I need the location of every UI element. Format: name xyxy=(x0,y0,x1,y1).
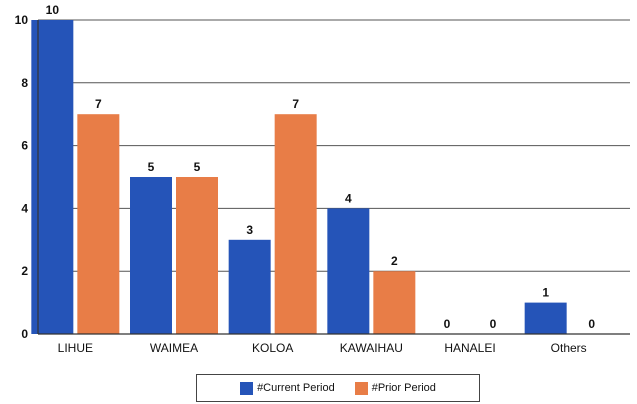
x-category-label: HANALEI xyxy=(444,341,495,355)
legend-label-current: #Current Period xyxy=(257,382,335,394)
bar-current-waimea xyxy=(130,177,172,334)
bar-prior-koloa xyxy=(274,114,317,334)
legend-item-current: #Current Period xyxy=(240,381,335,395)
x-category-label: KAWAIHAU xyxy=(340,341,403,355)
y-axis-ticks: 0 2 4 6 8 10 xyxy=(15,13,29,341)
legend-swatch-prior xyxy=(354,381,368,395)
y-tick-label: 4 xyxy=(21,201,28,215)
data-label: 3 xyxy=(246,223,253,237)
data-label: 7 xyxy=(292,97,299,111)
bar-current-kawaihau xyxy=(327,208,370,334)
data-label: 1 xyxy=(542,286,549,300)
data-label: 5 xyxy=(194,160,201,174)
bar-prior-kawaihau xyxy=(373,271,416,334)
y-tick-label: 10 xyxy=(15,13,29,27)
data-label: 7 xyxy=(95,97,102,111)
data-label: 0 xyxy=(444,317,451,331)
data-label: 5 xyxy=(148,160,155,174)
bar-prior-lihue xyxy=(77,114,120,334)
legend-label-prior: #Prior Period xyxy=(371,382,436,394)
category-labels: LIHUE WAIMEA KOLOA KAWAIHAU HANALEI Others xyxy=(58,341,587,355)
x-category-label: KOLOA xyxy=(252,341,293,355)
y-tick-label: 6 xyxy=(21,139,28,153)
bars xyxy=(31,20,567,334)
data-label: 0 xyxy=(588,317,595,331)
data-label: 0 xyxy=(490,317,497,331)
x-category-label: LIHUE xyxy=(58,341,93,355)
x-category-label: WAIMEA xyxy=(150,341,198,355)
data-label: 4 xyxy=(345,191,352,205)
bar-current-others xyxy=(524,302,567,334)
y-tick-label: 8 xyxy=(21,76,28,90)
y-tick-label: 0 xyxy=(21,327,28,341)
bar-current-koloa xyxy=(228,239,271,334)
y-tick-label: 2 xyxy=(21,264,28,278)
x-category-label: Others xyxy=(551,341,587,355)
legend: #Current Period #Prior Period xyxy=(196,374,480,402)
data-label: 2 xyxy=(391,254,398,268)
bar-prior-waimea xyxy=(176,177,218,334)
legend-swatch-current xyxy=(240,381,254,395)
legend-item-prior: #Prior Period xyxy=(354,381,436,395)
data-label: 10 xyxy=(46,3,60,17)
